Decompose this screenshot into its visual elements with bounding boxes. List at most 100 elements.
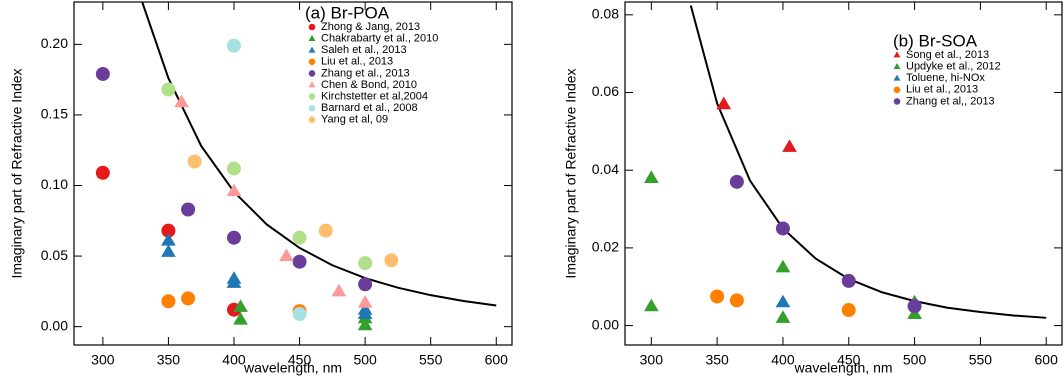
data-point — [226, 230, 241, 245]
data-point — [161, 232, 176, 246]
data-point — [775, 221, 790, 236]
y-tick-label: 0.10 — [41, 176, 68, 192]
data-point — [384, 253, 399, 268]
data-point — [161, 294, 176, 309]
legend-marker — [308, 116, 316, 124]
legend-marker — [308, 70, 316, 77]
data-point — [292, 254, 307, 269]
legend-label: Toluene, hi-NOx — [906, 72, 985, 84]
data-point — [841, 273, 856, 288]
x-tick-label: 550 — [419, 352, 443, 368]
data-point — [710, 289, 725, 304]
legend-marker — [893, 63, 901, 69]
data-point — [187, 154, 202, 169]
data-point — [226, 38, 241, 53]
y-tick-label: 0.08 — [592, 6, 619, 22]
data-point — [161, 223, 176, 238]
legend-marker — [308, 93, 316, 100]
x-tick-label: 600 — [485, 352, 509, 368]
legend-label: Song et al., 2013 — [906, 49, 989, 61]
x-tick-label: 600 — [1035, 352, 1059, 368]
legend-label: Yang et al, 09 — [321, 114, 388, 126]
plot-frame — [624, 1, 1063, 346]
data-point — [279, 248, 294, 262]
data-point — [775, 259, 791, 273]
data-point — [226, 161, 241, 176]
data-point — [841, 303, 856, 318]
data-point — [174, 94, 189, 108]
legend-marker — [893, 51, 901, 58]
legend-label: Chen & Bond, 2010 — [321, 79, 417, 91]
y-tick-label: 0.04 — [592, 161, 619, 177]
data-point — [233, 299, 248, 312]
x-tick-label: 300 — [91, 352, 115, 368]
data-point — [331, 283, 347, 297]
y-axis-label: Imaginary part of Refractive Index — [9, 68, 25, 278]
y-tick-label: 0.06 — [592, 83, 619, 99]
legend-marker — [308, 58, 316, 66]
legend-label: Zhong & Jang, 2013 — [321, 21, 420, 33]
x-axis-label: wavelength, nm — [243, 360, 342, 376]
data-point — [357, 317, 373, 331]
panel-title: (a) Br-POA — [305, 3, 390, 22]
data-point — [292, 306, 307, 321]
panel-title: (b) Br-SOA — [893, 31, 978, 50]
x-tick-label: 400 — [771, 352, 795, 368]
x-tick-label: 400 — [222, 352, 246, 368]
legend-marker — [893, 98, 901, 105]
data-point — [181, 202, 196, 217]
y-tick-label: 0.15 — [41, 106, 68, 122]
panel: 0.00 0.05 0.10 0.15 0.20 300 350 400 450 500 550 60… — [9, 1, 513, 376]
data-point — [357, 295, 373, 308]
y-axis-label: Imaginary part of Refractive Index — [563, 68, 579, 278]
data-point — [729, 174, 744, 189]
data-point — [729, 293, 744, 308]
legend-marker — [308, 23, 316, 31]
data-point — [226, 183, 242, 197]
x-tick-label: 550 — [969, 352, 993, 368]
data-point — [775, 310, 791, 323]
legend-label: Saleh et al., 2013 — [321, 44, 407, 56]
legend-marker — [893, 74, 901, 81]
y-tick-label: 0.20 — [41, 35, 68, 51]
legend-marker — [308, 81, 316, 88]
y-tick-label: 0.00 — [41, 317, 68, 333]
panel: 0.00 0.02 0.04 0.06 0.08 300 350 400 450 500 550 60… — [563, 1, 1063, 376]
x-tick-label: 450 — [837, 352, 861, 368]
legend-label: Zhang et al., 2013 — [321, 67, 410, 79]
data-point — [292, 230, 307, 245]
legend-label: Updyke et al., 2012 — [906, 61, 1001, 73]
y-tick-label: 0.00 — [592, 316, 619, 332]
data-point — [716, 96, 732, 110]
data-point — [643, 298, 659, 312]
x-tick-label: 500 — [903, 352, 927, 368]
legend-marker — [308, 35, 316, 41]
legend-label: Liu et al., 2013 — [321, 56, 393, 68]
y-tick-label: 0.02 — [592, 239, 619, 255]
legend-label: Barnard et al., 2008 — [321, 102, 418, 114]
y-tick-label: 0.05 — [41, 247, 68, 263]
plot-frame — [73, 1, 513, 346]
data-point — [181, 291, 196, 306]
fit-curve — [689, 5, 1047, 319]
data-point — [95, 165, 110, 180]
data-point — [907, 299, 922, 314]
data-point — [782, 139, 797, 152]
x-tick-label: 500 — [353, 352, 377, 368]
data-point — [161, 82, 176, 97]
fit-curve — [141, 2, 497, 307]
x-tick-label: 350 — [157, 352, 181, 368]
data-point — [95, 66, 110, 81]
data-point — [233, 312, 248, 325]
x-tick-label: 350 — [705, 352, 729, 368]
x-axis-label: wavelength, nm — [793, 360, 892, 376]
data-point — [161, 244, 176, 257]
data-point — [358, 256, 373, 271]
data-point — [775, 294, 791, 308]
legend-label: Chakrabarty et al., 2010 — [321, 33, 438, 45]
data-point — [226, 275, 242, 288]
legend-label: Zhang et al,, 2013 — [906, 95, 995, 107]
legend-marker — [308, 46, 316, 53]
data-point — [358, 277, 373, 292]
